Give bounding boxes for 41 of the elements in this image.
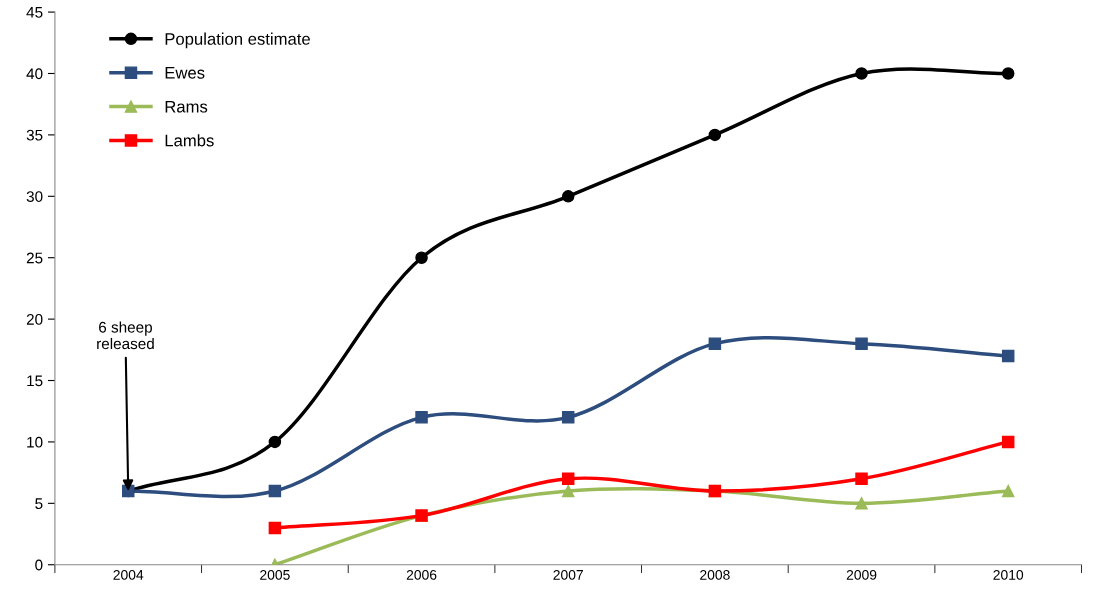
point bbox=[855, 67, 868, 80]
y-tick-label: 0 bbox=[35, 559, 43, 571]
y-tick-label: 40 bbox=[26, 68, 43, 80]
point bbox=[561, 484, 575, 498]
point bbox=[415, 411, 428, 424]
point bbox=[708, 128, 722, 142]
y-tick-label: 35 bbox=[26, 129, 43, 141]
y-tick-label: 15 bbox=[27, 375, 43, 387]
x-tick-label: 2007 bbox=[553, 569, 583, 580]
point bbox=[268, 521, 282, 535]
y-tick-label: 20 bbox=[26, 313, 43, 325]
point bbox=[1001, 67, 1015, 80]
point bbox=[268, 484, 282, 498]
point bbox=[415, 251, 428, 264]
point bbox=[268, 435, 282, 449]
x-tick-label: 2004 bbox=[113, 569, 144, 580]
point bbox=[561, 472, 575, 486]
point bbox=[855, 497, 868, 510]
x-tick-label: 2009 bbox=[846, 569, 877, 580]
point bbox=[1001, 435, 1015, 449]
x-tick-label: 2006 bbox=[406, 569, 437, 580]
point bbox=[1001, 349, 1015, 363]
point bbox=[1001, 484, 1015, 498]
point bbox=[855, 337, 868, 350]
y-tick-label: 45 bbox=[26, 7, 43, 18]
point bbox=[708, 337, 722, 350]
x-tick-label: 2005 bbox=[260, 569, 290, 580]
legend-label: Ewes bbox=[165, 67, 205, 79]
legend-label: Rams bbox=[165, 100, 208, 113]
y-tick-label: 25 bbox=[26, 252, 43, 264]
annotation: 6 sheep released bbox=[97, 321, 154, 350]
legend-label: Population estimate bbox=[165, 32, 310, 49]
x-tick-label: 2008 bbox=[700, 569, 730, 580]
y-tick-label: 10 bbox=[27, 436, 43, 448]
legend-label: Lambs bbox=[165, 134, 214, 147]
y-tick-label: 5 bbox=[35, 498, 43, 510]
y-tick-label: 30 bbox=[26, 191, 43, 202]
point bbox=[561, 411, 575, 424]
point bbox=[561, 190, 575, 203]
x-tick-label: 2010 bbox=[993, 569, 1024, 580]
point bbox=[855, 472, 868, 486]
